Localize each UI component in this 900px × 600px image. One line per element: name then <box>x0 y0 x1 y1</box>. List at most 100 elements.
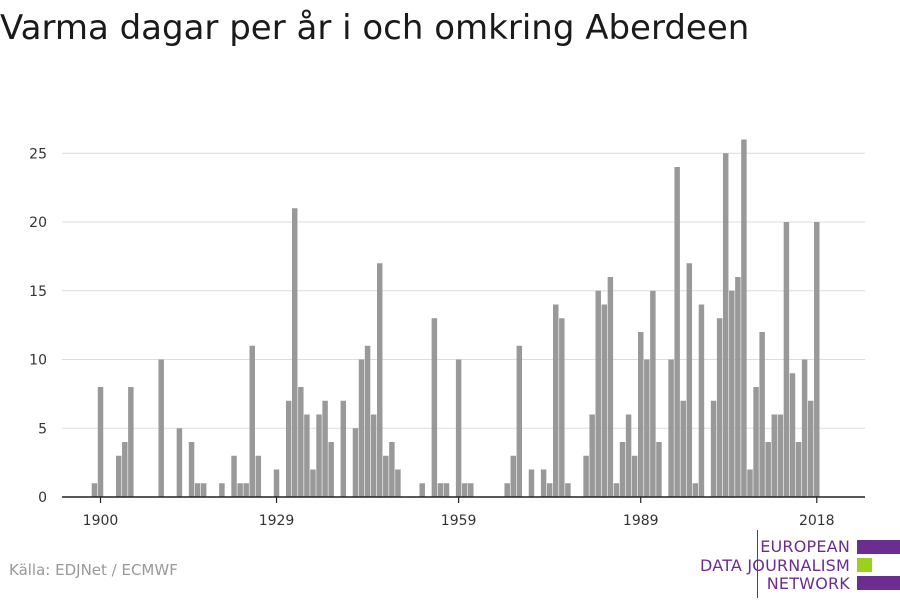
bar-1986 <box>619 442 626 497</box>
bar-1960 <box>461 483 468 497</box>
bar-1998 <box>692 483 699 497</box>
y-tick-label: 25 <box>29 146 47 162</box>
bar-2003 <box>722 153 729 497</box>
bar-2007 <box>747 469 753 497</box>
x-axis-ticks: 1900 1929 1959 1989 2018 <box>83 497 835 529</box>
bar-2009 <box>759 332 765 497</box>
logo-line-1: EUROPEAN <box>760 537 850 556</box>
bar-1926 <box>255 455 262 497</box>
bar-1975 <box>553 304 559 497</box>
bar-1995 <box>674 167 680 497</box>
bar-1899 <box>91 483 98 497</box>
bar-1991 <box>650 290 656 497</box>
bar-1936 <box>316 414 322 497</box>
bar-1989 <box>638 332 644 497</box>
bar-2011 <box>771 414 778 497</box>
bar-1945 <box>370 414 377 497</box>
bar-1940 <box>340 400 347 497</box>
x-tick-label: 2018 <box>799 513 835 529</box>
logo-bar-2 <box>857 558 872 572</box>
bar-1971 <box>528 469 535 497</box>
bar-2012 <box>777 414 784 497</box>
logo-bar-3 <box>857 576 900 590</box>
bar-1974 <box>546 483 553 497</box>
y-tick-label: 20 <box>29 215 47 231</box>
bar-1947 <box>383 455 389 497</box>
bar-1982 <box>595 290 601 497</box>
bar-1931 <box>285 400 292 497</box>
bar-1944 <box>364 345 371 497</box>
bar-1996 <box>680 400 686 497</box>
bar-2016 <box>801 359 808 497</box>
bar-1956 <box>437 483 444 497</box>
logo-line-3: NETWORK <box>766 574 850 593</box>
bar-1904 <box>122 442 128 497</box>
bar-1984 <box>607 277 614 497</box>
bar-1917 <box>200 483 207 497</box>
bar-2002 <box>716 318 723 497</box>
bar-1905 <box>128 387 134 497</box>
edjnet-logo[interactable]: EUROPEAN DATA JOURNALISM NETWORK <box>700 528 900 600</box>
bar-1983 <box>601 304 608 497</box>
bar-1913 <box>176 428 183 497</box>
bar-1900 <box>97 387 104 497</box>
bar-1967 <box>504 483 510 497</box>
logo-line-2: DATA JOURNALISM <box>700 556 850 575</box>
bar-1934 <box>304 414 310 497</box>
bar-1953 <box>419 483 425 497</box>
bar-1968 <box>510 455 516 497</box>
bar-1988 <box>631 455 638 497</box>
bar-1937 <box>322 400 328 497</box>
bar-1992 <box>656 442 662 497</box>
bar-2010 <box>765 442 771 497</box>
bar-1977 <box>565 483 571 497</box>
bar-2004 <box>729 290 735 497</box>
bar-1997 <box>686 263 693 497</box>
logo-bar-1 <box>857 540 900 554</box>
bar-1961 <box>468 483 474 497</box>
bars <box>91 139 820 497</box>
bar-1985 <box>613 483 620 497</box>
bar-1980 <box>583 455 589 497</box>
bar-2015 <box>795 442 802 497</box>
bar-1924 <box>243 483 249 497</box>
bar-1923 <box>237 483 243 497</box>
bar-1938 <box>328 442 334 497</box>
bar-1969 <box>516 345 523 497</box>
bar-1942 <box>352 428 359 497</box>
chart-title: Varma dagar per år i och omkring Aberdee… <box>0 8 750 48</box>
source-note: Källa: EDJNet / ECMWF <box>9 561 178 579</box>
bar-2013 <box>783 222 790 497</box>
bar-1994 <box>668 359 674 497</box>
y-tick-label: 0 <box>38 490 47 506</box>
x-tick-label: 1900 <box>83 513 119 529</box>
y-tick-label: 15 <box>29 284 47 300</box>
bar-1976 <box>559 318 565 497</box>
bar-1959 <box>455 359 462 497</box>
bar-1920 <box>219 483 225 497</box>
logo-divider <box>757 530 758 598</box>
bar-1922 <box>231 455 237 497</box>
bar-2018 <box>814 222 820 497</box>
bar-1981 <box>589 414 595 497</box>
bar-1955 <box>431 318 438 497</box>
x-tick-label: 1929 <box>259 513 295 529</box>
bar-1999 <box>698 304 705 497</box>
bar-1915 <box>188 442 195 497</box>
x-tick-label: 1959 <box>441 513 477 529</box>
bar-1933 <box>298 387 304 497</box>
bar-1973 <box>540 469 547 497</box>
y-axis-ticks: 0 5 10 15 20 25 <box>29 146 47 506</box>
bar-2005 <box>735 277 741 497</box>
bar-1943 <box>358 359 365 497</box>
y-tick-label: 10 <box>29 353 47 369</box>
bar-2006 <box>741 139 747 497</box>
bar-2014 <box>789 373 796 497</box>
bar-1916 <box>194 483 201 497</box>
y-tick-label: 5 <box>38 421 47 437</box>
bar-1990 <box>644 359 650 497</box>
bar-1949 <box>395 469 401 497</box>
bar-1987 <box>625 414 632 497</box>
bar-1948 <box>389 442 395 497</box>
bar-2008 <box>753 387 759 497</box>
